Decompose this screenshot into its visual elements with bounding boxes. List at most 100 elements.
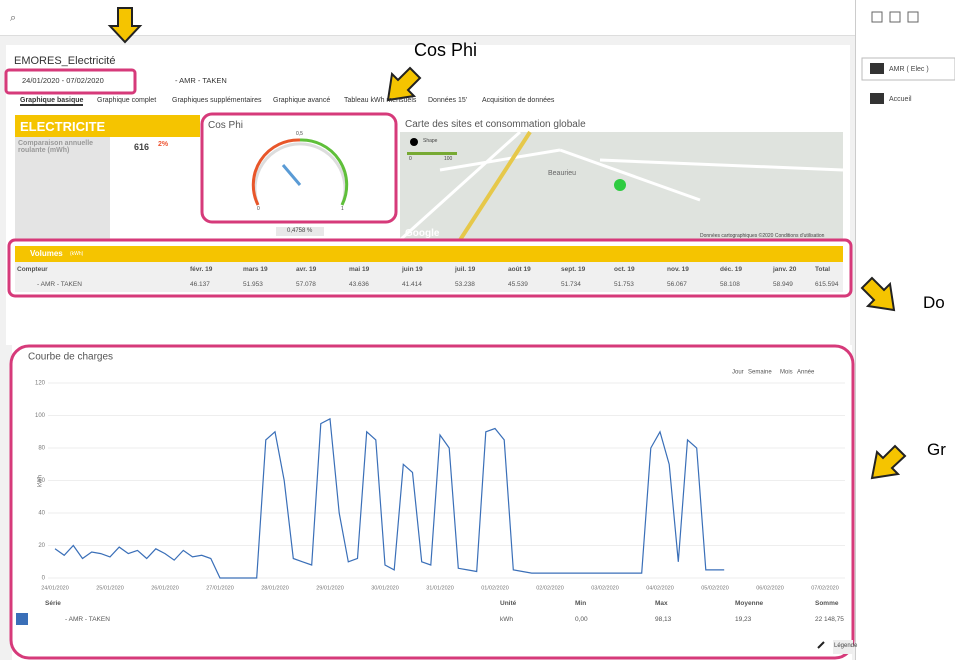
table-header: oct. 19 <box>614 266 635 273</box>
card-title: Carte des sites et consommation globale <box>405 119 586 130</box>
table-header: mars 19 <box>243 266 268 273</box>
chart-control[interactable]: Mois <box>780 370 793 376</box>
table-cell: 53.238 <box>455 281 475 288</box>
sidebar-item[interactable]: Accueil <box>889 96 912 103</box>
map-scale <box>407 152 457 155</box>
y-tick-label: 20 <box>38 543 45 549</box>
x-tick-label: 26/01/2020 <box>151 585 179 591</box>
table-header: août 19 <box>508 266 531 273</box>
x-tick-label: 06/02/2020 <box>756 585 784 591</box>
tab[interactable]: Acquisition de données <box>482 97 554 104</box>
x-tick-label: 07/02/2020 <box>811 585 839 591</box>
table-cell: 51.953 <box>243 281 263 288</box>
highlight <box>11 346 853 658</box>
table-header: déc. 19 <box>720 266 742 273</box>
summary-cell: 0,00 <box>575 616 588 623</box>
y-tick-label: 120 <box>35 381 46 387</box>
sidebar-icon <box>870 93 884 104</box>
card-value: 616 <box>134 142 149 152</box>
table-header: mai 19 <box>349 266 369 273</box>
summary-header: Moyenne <box>735 600 763 607</box>
volumes-title: Volumes <box>30 249 63 258</box>
series-line <box>55 419 724 578</box>
table-header: Total <box>815 266 830 273</box>
layout-icon[interactable] <box>908 12 918 22</box>
x-tick-label: 30/01/2020 <box>371 585 399 591</box>
map-logo: Google <box>405 228 439 239</box>
gauge-needle <box>283 165 300 185</box>
series-swatch <box>16 613 28 625</box>
x-tick-label: 02/02/2020 <box>536 585 564 591</box>
table-header: févr. 19 <box>190 266 212 273</box>
arrow <box>110 8 140 42</box>
card-title: Cos Phi <box>208 120 243 131</box>
x-tick-label: 31/01/2020 <box>426 585 454 591</box>
gauge-label: 0,5 <box>296 131 303 137</box>
table-cell: 45.539 <box>508 281 528 288</box>
summary-header: Somme <box>815 600 838 607</box>
x-tick-label: 04/02/2020 <box>646 585 674 591</box>
summary-cell: kWh <box>500 616 513 623</box>
sidebar-item[interactable]: AMR ( Elec ) <box>889 66 929 73</box>
map-legend-label: Shape <box>423 138 437 144</box>
y-tick-label: 40 <box>38 511 45 517</box>
table-cell: 58.108 <box>720 281 740 288</box>
layout-icon[interactable] <box>872 12 882 22</box>
tab[interactable]: Données 15' <box>428 97 467 104</box>
tab[interactable]: Graphique basique <box>20 97 83 106</box>
chart-control[interactable]: Semaine <box>748 370 772 376</box>
x-tick-label: 25/01/2020 <box>96 585 124 591</box>
map-attribution: Données cartographiques ©2020 Conditions… <box>700 233 824 239</box>
screen: ⌕ Courbe de charges kWh Jour Semaine Mois Ann… <box>0 0 955 660</box>
y-tick-label: 80 <box>38 446 45 452</box>
map-scale-label: 100 <box>444 156 452 162</box>
x-tick-label: 29/01/2020 <box>316 585 344 591</box>
y-tick-label: 60 <box>38 478 45 484</box>
chart-control[interactable]: Jour <box>732 370 744 376</box>
arrow <box>862 278 894 310</box>
edit-icon[interactable] <box>818 642 824 648</box>
annotation: Cos Phi <box>414 40 477 61</box>
table-cell: 51.753 <box>614 281 634 288</box>
y-tick-label: 0 <box>42 576 46 582</box>
legend-button[interactable]: Légende <box>834 643 857 649</box>
tab[interactable]: Graphiques supplémentaires <box>172 97 262 104</box>
x-tick-label: 24/01/2020 <box>41 585 69 591</box>
sidebar-icon <box>870 63 884 74</box>
arrow <box>388 68 420 100</box>
card-change: 2% <box>158 141 168 148</box>
chart-control[interactable]: Année <box>797 370 815 376</box>
map-legend-dot <box>410 138 418 146</box>
summary-header: Max <box>655 600 668 607</box>
layout-icon[interactable] <box>890 12 900 22</box>
tab[interactable]: Graphique complet <box>97 97 156 104</box>
table-cell: 57.078 <box>296 281 316 288</box>
table-cell: 58.949 <box>773 281 793 288</box>
summary-header: Unité <box>500 600 516 607</box>
search-icon[interactable]: ⌕ <box>10 12 16 24</box>
map-place: Beaurieu <box>548 170 576 177</box>
table-header: sept. 19 <box>561 266 585 273</box>
tab[interactable]: Graphique avancé <box>273 97 330 104</box>
table-cell: 51.734 <box>561 281 581 288</box>
meter-select[interactable]: - AMR - TAKEN <box>175 76 227 85</box>
table-header: avr. 19 <box>296 266 316 273</box>
card-label: Comparaison annuelle roulante (mWh) <box>18 140 103 154</box>
table-cell: 43.636 <box>349 281 369 288</box>
x-tick-label: 28/01/2020 <box>261 585 289 591</box>
x-tick-label: 03/02/2020 <box>591 585 619 591</box>
annotation: Gr <box>927 440 946 460</box>
tab[interactable]: Tableau kWh mensuels <box>344 97 416 104</box>
map-scale-label: 0 <box>409 156 412 162</box>
chart-title: Courbe de charges <box>28 352 113 363</box>
table-cell: 615.594 <box>815 281 839 288</box>
date-range[interactable]: 24/01/2020 - 07/02/2020 <box>22 76 104 85</box>
table-cell: 46.137 <box>190 281 210 288</box>
table-header: Compteur <box>17 266 48 273</box>
table-cell: - AMR - TAKEN <box>37 281 82 288</box>
table-cell: 56.067 <box>667 281 687 288</box>
x-tick-label: 01/02/2020 <box>481 585 509 591</box>
table-header: janv. 20 <box>773 266 796 273</box>
y-tick-label: 100 <box>35 413 46 419</box>
map-site[interactable] <box>614 179 626 191</box>
